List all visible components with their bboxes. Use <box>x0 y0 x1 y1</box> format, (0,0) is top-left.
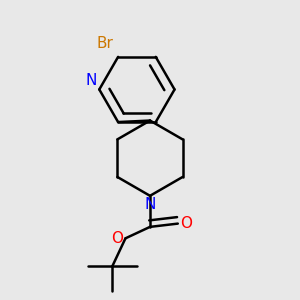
Text: N: N <box>85 73 97 88</box>
Text: N: N <box>144 197 156 212</box>
Text: Br: Br <box>96 36 113 51</box>
Text: O: O <box>111 231 123 246</box>
Text: O: O <box>180 216 192 231</box>
